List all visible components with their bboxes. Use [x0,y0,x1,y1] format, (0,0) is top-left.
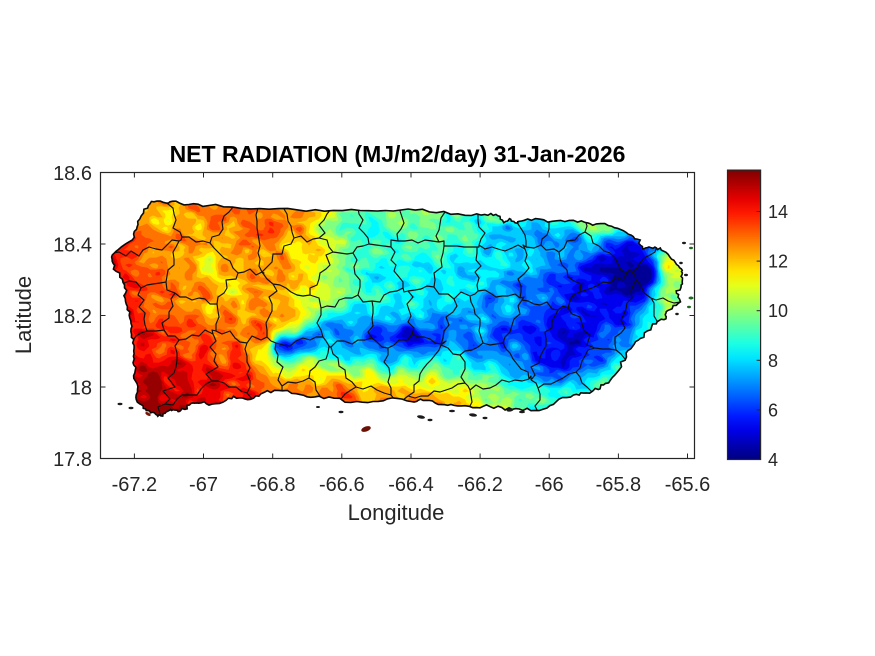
svg-text:-66.2: -66.2 [457,474,503,496]
svg-text:18.4: 18.4 [53,235,92,257]
svg-text:-66.6: -66.6 [319,474,365,496]
svg-text:-67.2: -67.2 [112,474,158,496]
svg-text:Latitude: Latitude [11,276,36,354]
svg-text:18.6: 18.6 [53,163,92,185]
svg-text:-66.8: -66.8 [250,474,296,496]
svg-text:-65.8: -65.8 [596,474,642,496]
svg-text:12: 12 [768,252,788,272]
svg-text:-66.4: -66.4 [388,474,434,496]
svg-text:-65.6: -65.6 [665,474,711,496]
svg-text:4: 4 [768,450,778,470]
svg-text:10: 10 [768,301,788,321]
svg-text:17.8: 17.8 [53,449,92,471]
svg-text:Longitude: Longitude [348,500,445,525]
svg-text:8: 8 [768,351,778,371]
svg-text:NET RADIATION (MJ/m2/day) 31-J: NET RADIATION (MJ/m2/day) 31-Jan-2026 [170,141,626,167]
svg-text:-66: -66 [535,474,564,496]
svg-text:-67: -67 [189,474,218,496]
svg-text:18: 18 [70,378,92,400]
svg-text:6: 6 [768,400,778,420]
svg-text:18.2: 18.2 [53,306,92,328]
svg-text:14: 14 [768,202,788,222]
